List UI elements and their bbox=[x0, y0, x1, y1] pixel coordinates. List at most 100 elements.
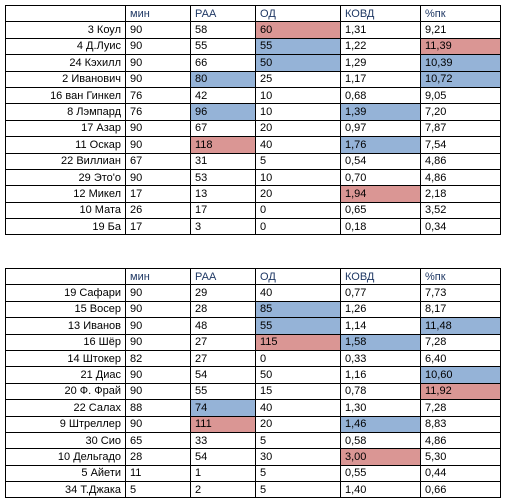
player-row: 15 Восер 90 28 85 1,26 8,17 bbox=[5, 300, 501, 319]
player-row: 11 Оскар 90 118 40 1,76 7,54 bbox=[5, 136, 501, 154]
stat-cell: 0,55 bbox=[340, 464, 421, 483]
stats-table: мин РАА ОД КОВД %пк 3 Коул 90 58 60 1,31 9,21 4 Д.Л… bbox=[5, 4, 501, 236]
stat-cell: 7,54 bbox=[420, 136, 501, 154]
stat-cell: 1,26 bbox=[340, 300, 421, 319]
stat-cell: 90 bbox=[125, 136, 191, 154]
stat-cell: 67 bbox=[190, 119, 256, 138]
stat-cell: 4,86 bbox=[420, 152, 501, 170]
stat-cell: 1,39 bbox=[340, 103, 421, 121]
header-cell: РАА bbox=[190, 4, 256, 23]
player-row: 3 Коул 90 58 60 1,31 9,21 bbox=[5, 21, 501, 39]
player-name: 3 Коул bbox=[5, 21, 126, 39]
stat-cell: 54 bbox=[190, 366, 256, 384]
player-name: 10 Дельгадо bbox=[5, 448, 126, 466]
stat-cell: 0,78 bbox=[340, 382, 421, 401]
player-row: 20 Ф. Фрай 90 55 15 0,78 11,92 bbox=[5, 382, 501, 401]
player-name: 4 Д.Луис bbox=[5, 37, 126, 56]
player-row: 2 Иванович 90 80 25 1,17 10,72 bbox=[5, 70, 501, 88]
stat-cell: 48 bbox=[190, 317, 256, 335]
stat-cell: 28 bbox=[125, 448, 191, 466]
stat-cell: 55 bbox=[190, 37, 256, 56]
stat-cell: 9,21 bbox=[420, 21, 501, 39]
stat-cell: 118 bbox=[190, 136, 256, 154]
stat-cell: 10,72 bbox=[420, 70, 501, 88]
stat-cell: 17 bbox=[125, 218, 191, 236]
stat-cell: 1,22 bbox=[340, 37, 421, 56]
header-row: мин РАА ОД КОВД %пк bbox=[5, 267, 501, 286]
stat-cell: 0,33 bbox=[340, 349, 421, 368]
stat-cell: 65 bbox=[125, 431, 191, 450]
player-row: 21 Диас 90 54 50 1,16 10,60 bbox=[5, 366, 501, 384]
stat-cell: 58 bbox=[190, 21, 256, 39]
player-name: 19 Ба bbox=[5, 218, 126, 236]
header-cell: мин bbox=[125, 267, 191, 286]
stat-cell: 7,20 bbox=[420, 103, 501, 121]
stat-cell: 7,28 bbox=[420, 333, 501, 351]
stat-cell: 1,29 bbox=[340, 54, 421, 72]
stat-cell: 111 bbox=[190, 415, 256, 433]
player-name: 11 Оскар bbox=[5, 136, 126, 154]
stat-cell: 0,66 bbox=[420, 481, 501, 499]
stat-cell: 29 bbox=[190, 284, 256, 302]
stat-cell: 42 bbox=[190, 86, 256, 105]
stat-cell: 96 bbox=[190, 103, 256, 121]
stat-cell: 90 bbox=[125, 284, 191, 302]
player-name: 14 Штокер bbox=[5, 349, 126, 368]
header-cell: КОВД bbox=[340, 267, 421, 286]
player-row: 14 Штокер 82 27 0 0,33 6,40 bbox=[5, 349, 501, 368]
stat-cell: 40 bbox=[255, 399, 341, 417]
stat-cell: 27 bbox=[190, 333, 256, 351]
stat-cell: 3,00 bbox=[340, 448, 421, 466]
stat-cell: 90 bbox=[125, 168, 191, 187]
player-name: 16 Шёр bbox=[5, 333, 126, 351]
player-row: 30 Сио 65 33 5 0,58 4,86 bbox=[5, 431, 501, 450]
stat-cell: 15 bbox=[255, 382, 341, 401]
stat-cell: 11 bbox=[125, 464, 191, 483]
player-row: 17 Азар 90 67 20 0,97 7,87 bbox=[5, 119, 501, 138]
stat-cell: 33 bbox=[190, 431, 256, 450]
stat-cell: 0 bbox=[255, 201, 341, 220]
stat-cell: 0,54 bbox=[340, 152, 421, 170]
stat-cell: 0,70 bbox=[340, 168, 421, 187]
player-name: 29 Это'о bbox=[5, 168, 126, 187]
stat-cell: 53 bbox=[190, 168, 256, 187]
player-row: 8 Лэмпард 76 96 10 1,39 7,20 bbox=[5, 103, 501, 121]
stat-cell: 17 bbox=[125, 185, 191, 203]
header-row: мин РАА ОД КОВД %пк bbox=[5, 4, 501, 23]
header-cell: %пк bbox=[420, 267, 501, 286]
player-name: 20 Ф. Фрай bbox=[5, 382, 126, 401]
stat-cell: 5 bbox=[125, 481, 191, 499]
player-name: 22 Виллиан bbox=[5, 152, 126, 170]
stat-cell: 13 bbox=[190, 185, 256, 203]
stat-cell: 0,18 bbox=[340, 218, 421, 236]
stat-cell: 20 bbox=[255, 185, 341, 203]
stat-cell: 25 bbox=[255, 70, 341, 88]
stat-cell: 90 bbox=[125, 70, 191, 88]
stat-cell: 0,34 bbox=[420, 218, 501, 236]
stat-cell: 80 bbox=[190, 70, 256, 88]
player-name: 22 Салах bbox=[5, 399, 126, 417]
stat-cell: 85 bbox=[255, 300, 341, 319]
stat-cell: 5 bbox=[255, 152, 341, 170]
stat-cell: 55 bbox=[255, 37, 341, 56]
stat-cell: 1,31 bbox=[340, 21, 421, 39]
player-name: 21 Диас bbox=[5, 366, 126, 384]
stat-cell: 30 bbox=[255, 448, 341, 466]
player-row: 29 Это'о 90 53 10 0,70 4,86 bbox=[5, 168, 501, 187]
header-cell: РАА bbox=[190, 267, 256, 286]
player-name: 19 Сафари bbox=[5, 284, 126, 302]
player-name: 17 Азар bbox=[5, 119, 126, 138]
stat-cell: 10 bbox=[255, 168, 341, 187]
player-name: 12 Микел bbox=[5, 185, 126, 203]
stat-cell: 5 bbox=[255, 464, 341, 483]
stat-cell: 10 bbox=[255, 86, 341, 105]
stat-cell: 7,87 bbox=[420, 119, 501, 138]
stat-cell: 11,39 bbox=[420, 37, 501, 56]
header-cell bbox=[5, 4, 126, 23]
stat-cell: 1,30 bbox=[340, 399, 421, 417]
player-row: 19 Ба 17 3 0 0,18 0,34 bbox=[5, 218, 501, 236]
header-cell: мин bbox=[125, 4, 191, 23]
stat-cell: 55 bbox=[255, 317, 341, 335]
stat-cell: 8,17 bbox=[420, 300, 501, 319]
